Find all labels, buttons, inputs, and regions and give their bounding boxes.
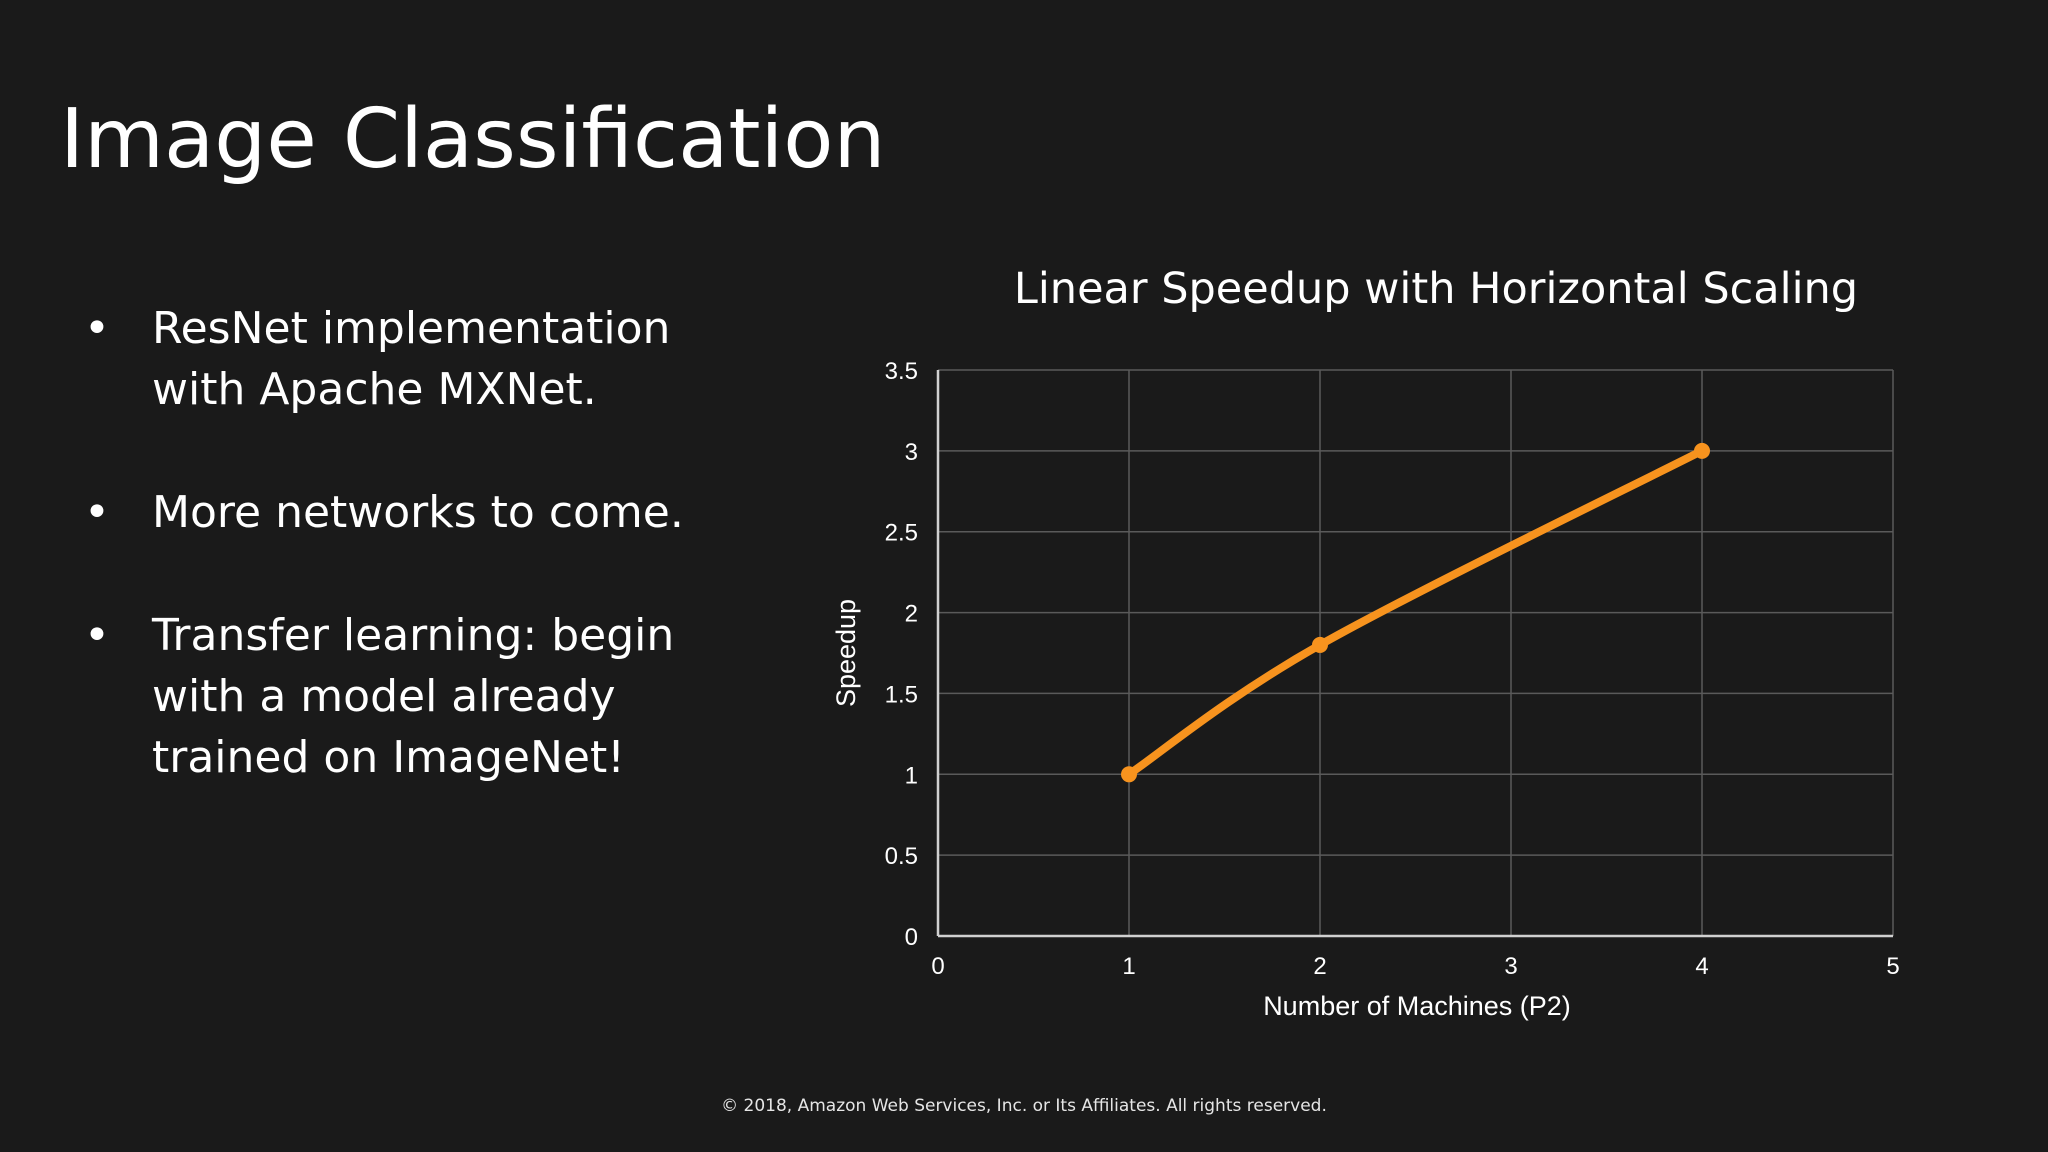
bullet-line: More networks to come. [152,487,684,538]
x-tick-label: 3 [1504,953,1517,980]
y-tick-label: 3 [905,439,918,466]
x-tick-label: 4 [1695,953,1708,980]
x-axis-label: Number of Machines (P2) [1263,991,1571,1021]
y-tick-label: 0 [905,924,918,951]
speedup-chart: Linear Speedup with Horizontal Scaling 0… [831,264,1900,1021]
y-tick-label: 2.5 [885,520,918,547]
bullet-line: with Apache MXNet. [152,364,597,415]
x-tick-labels: 0 1 2 3 4 5 [931,953,1899,980]
bullet-line: Transfer learning: begin [152,610,675,661]
chart-grid [938,369,1894,936]
y-tick-label: 3.5 [885,358,918,385]
data-point [1121,766,1137,783]
y-tick-label: 1 [905,762,918,789]
slide-title: Image Classification [60,92,886,187]
bullet-dot-icon: • [84,303,110,354]
y-tick-labels: 0 0.5 1 1.5 2 2.5 3 3.5 [885,358,918,951]
y-tick-label: 0.5 [885,843,918,870]
y-axis-label: Speedup [831,599,861,707]
copyright-footer: © 2018, Amazon Web Services, Inc. or Its… [721,1096,1327,1116]
bullet-line: ResNet implementation [152,303,671,354]
x-tick-label: 2 [1313,953,1326,980]
bullet-list: • ResNet implementation with Apache MXNe… [82,298,722,850]
data-point [1312,636,1328,653]
bullet-dot-icon: • [84,487,110,538]
bullet-item-resnet: • ResNet implementation with Apache MXNe… [82,298,722,420]
bullet-dot-icon: • [84,610,110,661]
x-tick-label: 5 [1886,953,1899,980]
chart-axes [936,370,1893,938]
data-point [1694,442,1710,459]
bullet-line: with a model already [152,671,616,722]
x-tick-label: 0 [931,953,944,980]
series-points [1121,442,1710,783]
y-tick-label: 2 [905,601,918,628]
y-tick-label: 1.5 [885,681,918,708]
bullet-item-more-networks: • More networks to come. [82,482,722,543]
bullet-item-transfer-learning: • Transfer learning: begin with a model … [82,605,722,788]
chart-title: Linear Speedup with Horizontal Scaling [1014,264,1858,314]
x-tick-label: 1 [1122,953,1135,980]
series-line [1125,446,1706,779]
bullet-line: trained on ImageNet! [152,732,625,783]
